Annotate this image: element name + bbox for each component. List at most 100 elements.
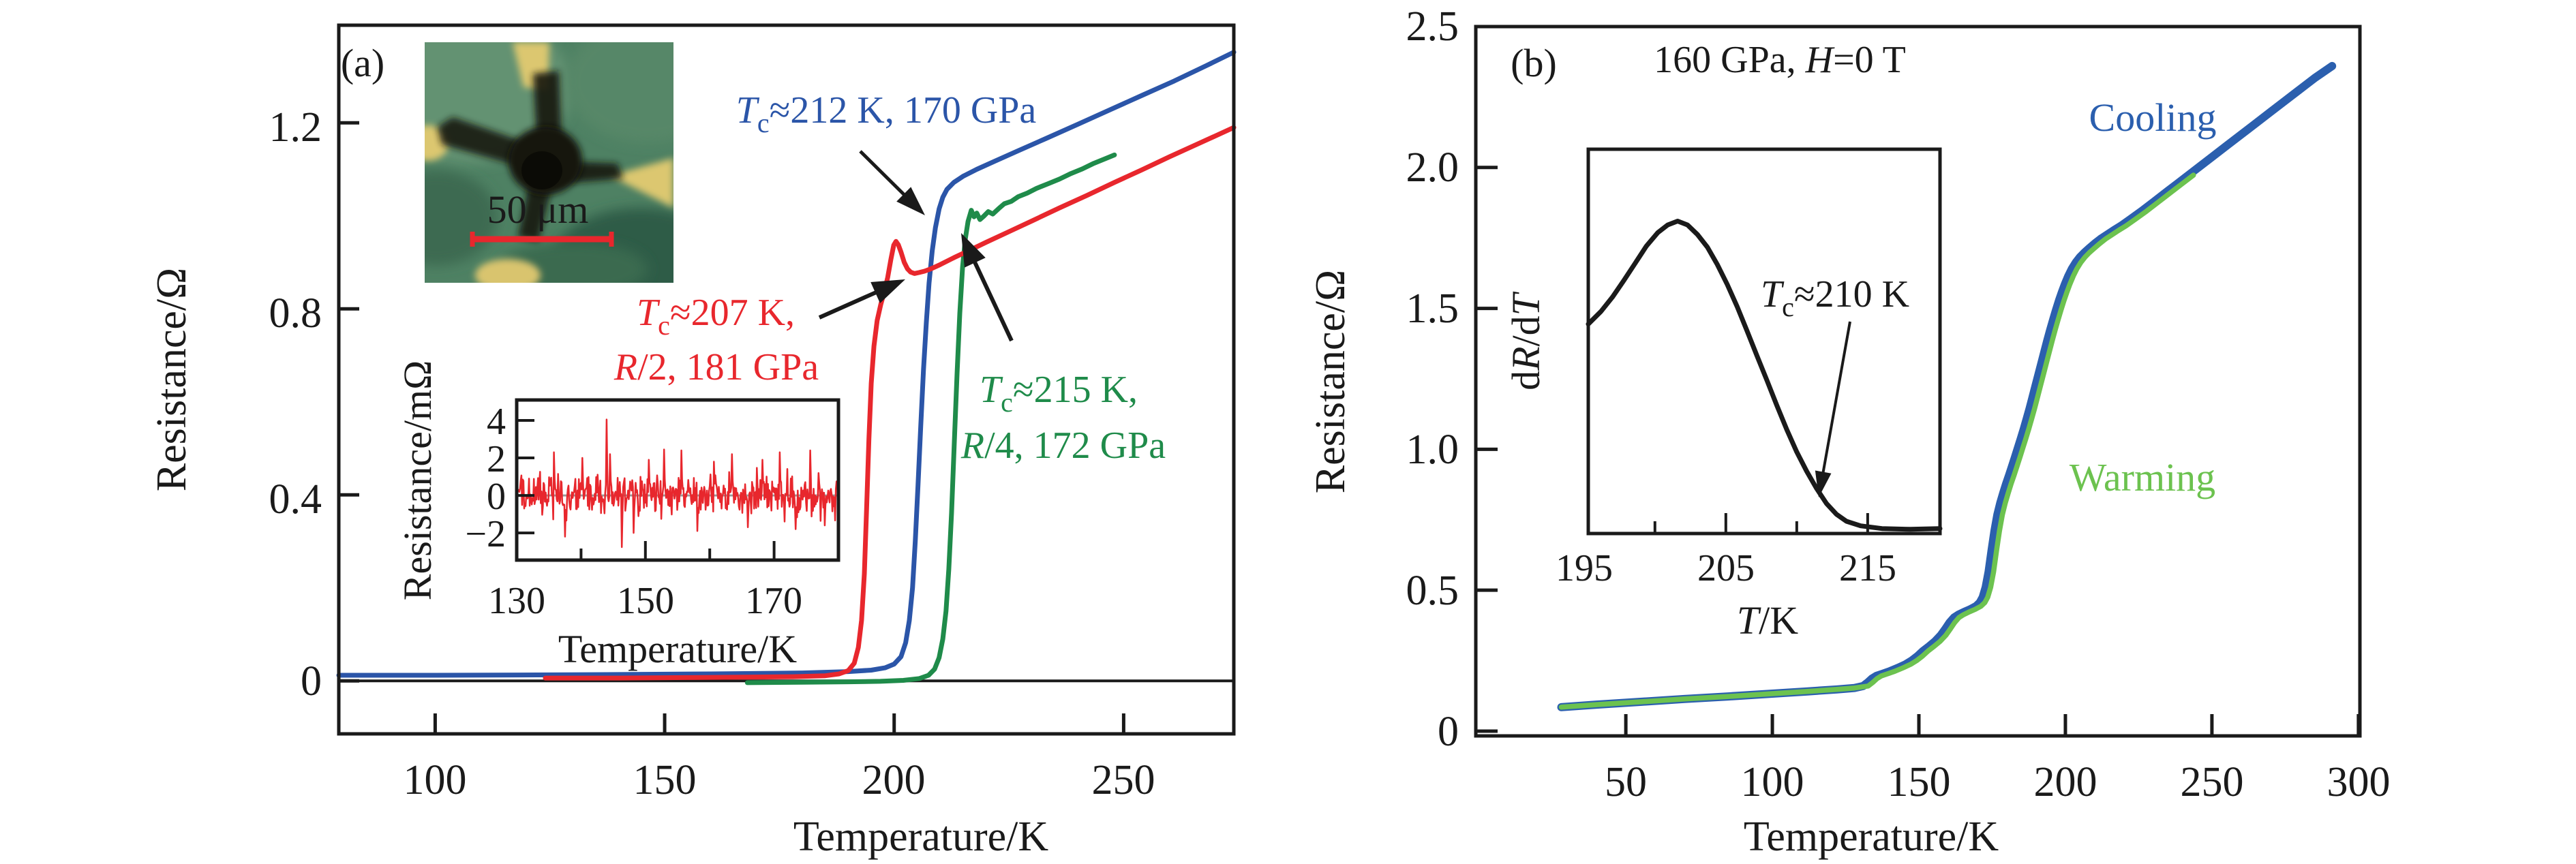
- curve-a-blue_a: [336, 50, 1237, 678]
- annotation-blue-sub: c: [757, 108, 770, 138]
- panel-a-frame: [337, 23, 1236, 736]
- panel-b-x-axis-title: Temperature/K: [1744, 814, 1999, 860]
- inset-a-x-tick-2: 170: [745, 580, 802, 622]
- panel-b-x-tick-3: 200: [2034, 759, 2097, 805]
- inset-b-x-axis-title: T/K: [1737, 598, 1798, 643]
- curve-label-warming: Warming: [2070, 455, 2215, 499]
- inset-b-drdt-curve: [1586, 219, 1943, 532]
- inset-a-y-axis-title: Resistance/mΩ: [395, 360, 440, 600]
- annotation-green-rest2: /4, 172 GPa: [984, 425, 1166, 467]
- inset-b-annot-sub: c: [1782, 292, 1794, 322]
- inset-a-y-tick-3: −2: [465, 513, 506, 555]
- curve-label-cooling: Cooling: [2089, 95, 2217, 140]
- annotation-green-rest1: ≈215 K,: [1013, 369, 1138, 411]
- panel-b-x-tick-1: 100: [1741, 759, 1804, 805]
- arrow-inset-b-tc-shaft: [1821, 321, 1851, 475]
- photo-dark-patch-2: [425, 170, 498, 266]
- inset-b-annot-rest: ≈210 K: [1794, 273, 1909, 315]
- panel-a-x-axis-title: Temperature/K: [793, 814, 1049, 860]
- inset-b-annotation-tc: Tc≈210 K: [1761, 273, 1909, 322]
- chart-graphics-over: [818, 150, 1851, 497]
- inset-a-y-tick-0: 4: [487, 401, 506, 443]
- inset-a-x-tick-0: 130: [488, 580, 545, 622]
- annotation-blue-rest: ≈212 K, 170 GPa: [770, 89, 1037, 132]
- arrow-blue-tc-shaft: [859, 150, 907, 198]
- chart-graphics-under: [336, 23, 2362, 738]
- annotation-red-sub: c: [658, 310, 670, 341]
- inset-a-x-axis-title: Temperature/K: [558, 627, 797, 671]
- panel-a-x-tick-0: 100: [404, 757, 467, 803]
- panel-b-title-pre: 160 GPa,: [1654, 39, 1805, 81]
- panel-a-label: (a): [341, 41, 384, 85]
- panel-b-title: 160 GPa, H=0 T: [1654, 39, 1906, 81]
- scale-bar-label: 50 μm: [487, 187, 589, 232]
- panel-b-x-tick-2: 150: [1888, 759, 1951, 805]
- photo-light-patch-2: [566, 42, 673, 143]
- annotation-blue-T: T: [736, 89, 760, 132]
- curve-a-red_a: [543, 125, 1237, 681]
- panel-b-y-tick-3: 1.5: [1406, 286, 1459, 332]
- arrow-blue-tc-head: [896, 187, 925, 215]
- photo-inset-microscope: [425, 42, 673, 283]
- photo-sample-core: [521, 151, 562, 189]
- annotation-blue-tc: Tc≈212 K, 170 GPa: [736, 89, 1037, 138]
- panel-a-x-tick-3: 250: [1092, 757, 1155, 803]
- annotation-green-line1: Tc≈215 K,: [980, 369, 1138, 418]
- panel-b-x-tick-4: 250: [2181, 759, 2244, 805]
- panel-a-y-axis-title: Resistance/Ω: [149, 268, 195, 491]
- panel-b-y-axis-title: Resistance/Ω: [1307, 270, 1354, 493]
- inset-b-ylabel-T: T: [1504, 291, 1548, 315]
- curve-a-green_a: [744, 152, 1117, 685]
- panel-a-y-tick-1: 0.4: [269, 476, 322, 523]
- inset-b-backing: [1588, 149, 1940, 534]
- photo-gold-lead-bottom: [475, 259, 541, 283]
- inset-a-y-tick-1: 2: [487, 438, 506, 480]
- annotation-green-R: R: [960, 425, 984, 467]
- inset-b-frame: [1586, 147, 1942, 536]
- arrow-green-tc-head: [961, 233, 986, 268]
- arrow-red-tc-shaft: [818, 290, 879, 320]
- panel-b-y-tick-4: 2.0: [1406, 144, 1459, 191]
- inset-b-annot-T: T: [1761, 273, 1785, 315]
- inset-b-x-tick-1: 205: [1697, 547, 1755, 589]
- annotation-red-line2: R/2, 181 GPa: [613, 346, 819, 388]
- panel-a-x-tick-2: 200: [862, 757, 926, 803]
- panel-b-y-tick-1: 0.5: [1406, 568, 1459, 614]
- annotation-red-T: T: [637, 292, 661, 334]
- inset-b-ylabel-d2: /d: [1504, 315, 1548, 346]
- arrow-green-tc-shaft: [971, 259, 1014, 342]
- panel-b-y-tick-0: 0: [1438, 709, 1459, 755]
- photo-gold-lead-right: [610, 158, 673, 208]
- inset-b-x-tick-2: 215: [1839, 547, 1896, 589]
- inset-b-xlabel-T: T: [1737, 598, 1761, 643]
- annotation-red-R: R: [613, 346, 637, 388]
- panel-a-x-tick-1: 150: [633, 757, 697, 803]
- panel-b-y-tick-2: 1.0: [1406, 427, 1459, 473]
- inset-a-x-tick-1: 150: [617, 580, 674, 622]
- annotation-green-sub: c: [1001, 387, 1013, 418]
- inset-b-ylabel-R: R: [1504, 346, 1548, 371]
- arrow-inset-b-tc-head: [1815, 470, 1832, 497]
- inset-a-noise-trace: [517, 418, 838, 549]
- panel-b-x-tick-0: 50: [1605, 759, 1647, 805]
- annotation-red-rest1: ≈207 K,: [670, 292, 795, 334]
- inset-b-ylabel-d1: d: [1504, 371, 1548, 390]
- inset-a-y-tick-2: 0: [487, 476, 506, 518]
- panel-b-label: (b): [1511, 41, 1557, 85]
- inset-a-frame: [515, 398, 840, 562]
- arrow-red-tc-head: [870, 279, 905, 304]
- annotation-red-line1: Tc≈207 K,: [637, 292, 795, 341]
- panel-b-x-tick-5: 300: [2327, 759, 2391, 805]
- inset-b-x-tick-0: 195: [1556, 547, 1613, 589]
- inset-b-xlabel-rest: /K: [1759, 598, 1798, 643]
- annotation-green-T: T: [980, 369, 1003, 411]
- annotation-red-rest2: /2, 181 GPa: [637, 346, 819, 388]
- annotation-green-line2: R/4, 172 GPa: [960, 425, 1166, 467]
- panel-a-y-tick-2: 0.8: [269, 290, 322, 337]
- inset-b-y-axis-title: dR/dT: [1504, 291, 1548, 390]
- panel-b-title-post: =0 T: [1833, 39, 1906, 81]
- panel-a-y-tick-0: 0: [301, 658, 322, 705]
- panel-b-y-tick-5: 2.5: [1406, 3, 1459, 50]
